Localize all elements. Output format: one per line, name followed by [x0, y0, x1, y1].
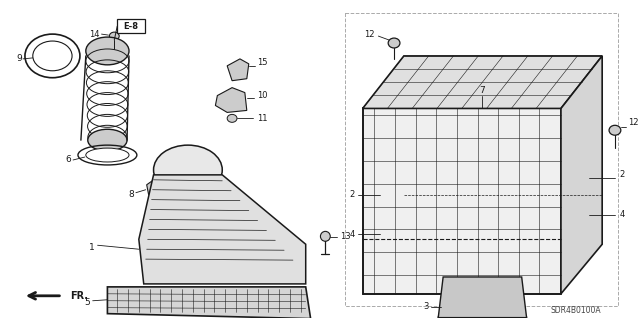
Ellipse shape: [575, 211, 586, 219]
Ellipse shape: [444, 304, 452, 310]
Ellipse shape: [227, 115, 237, 122]
Text: 6: 6: [65, 155, 71, 165]
Polygon shape: [147, 178, 166, 195]
Text: 4: 4: [620, 210, 625, 219]
Polygon shape: [139, 175, 306, 284]
Text: 9: 9: [16, 54, 22, 63]
Ellipse shape: [321, 231, 330, 241]
Ellipse shape: [443, 262, 522, 292]
Ellipse shape: [453, 266, 512, 288]
Text: 2: 2: [620, 170, 625, 179]
Ellipse shape: [86, 37, 129, 65]
Text: 2: 2: [349, 190, 355, 199]
Ellipse shape: [380, 188, 398, 202]
Text: E-8: E-8: [124, 22, 138, 31]
Text: FR.: FR.: [70, 291, 88, 301]
Text: 11: 11: [257, 114, 267, 123]
Text: 14: 14: [89, 30, 100, 39]
Ellipse shape: [109, 32, 119, 40]
Text: 12: 12: [364, 30, 374, 39]
Text: SDR4B0100A: SDR4B0100A: [550, 306, 601, 315]
Text: 12: 12: [628, 118, 638, 127]
Text: 15: 15: [257, 58, 267, 67]
Ellipse shape: [33, 41, 72, 71]
Text: 10: 10: [257, 91, 267, 100]
Ellipse shape: [609, 125, 621, 135]
Polygon shape: [438, 277, 527, 318]
Ellipse shape: [572, 171, 589, 185]
Ellipse shape: [575, 174, 586, 182]
Polygon shape: [363, 56, 602, 108]
Text: 1: 1: [89, 243, 95, 252]
Bar: [117, 19, 145, 33]
Ellipse shape: [441, 302, 455, 312]
Polygon shape: [561, 56, 602, 294]
Ellipse shape: [388, 38, 400, 48]
Polygon shape: [363, 108, 561, 294]
Polygon shape: [227, 59, 249, 81]
Text: 8: 8: [128, 190, 134, 199]
Ellipse shape: [86, 148, 129, 162]
Ellipse shape: [384, 230, 394, 238]
Bar: [345, 13, 618, 306]
Text: 4: 4: [349, 230, 355, 239]
Ellipse shape: [384, 191, 394, 199]
Text: 7: 7: [479, 86, 485, 95]
Ellipse shape: [572, 208, 589, 221]
Ellipse shape: [438, 306, 527, 319]
Text: 3: 3: [423, 302, 428, 311]
Polygon shape: [216, 88, 247, 112]
Polygon shape: [108, 287, 310, 319]
Text: 5: 5: [84, 298, 90, 307]
Ellipse shape: [154, 145, 222, 195]
Ellipse shape: [88, 129, 127, 151]
Text: 13: 13: [340, 232, 351, 241]
Ellipse shape: [380, 227, 398, 241]
